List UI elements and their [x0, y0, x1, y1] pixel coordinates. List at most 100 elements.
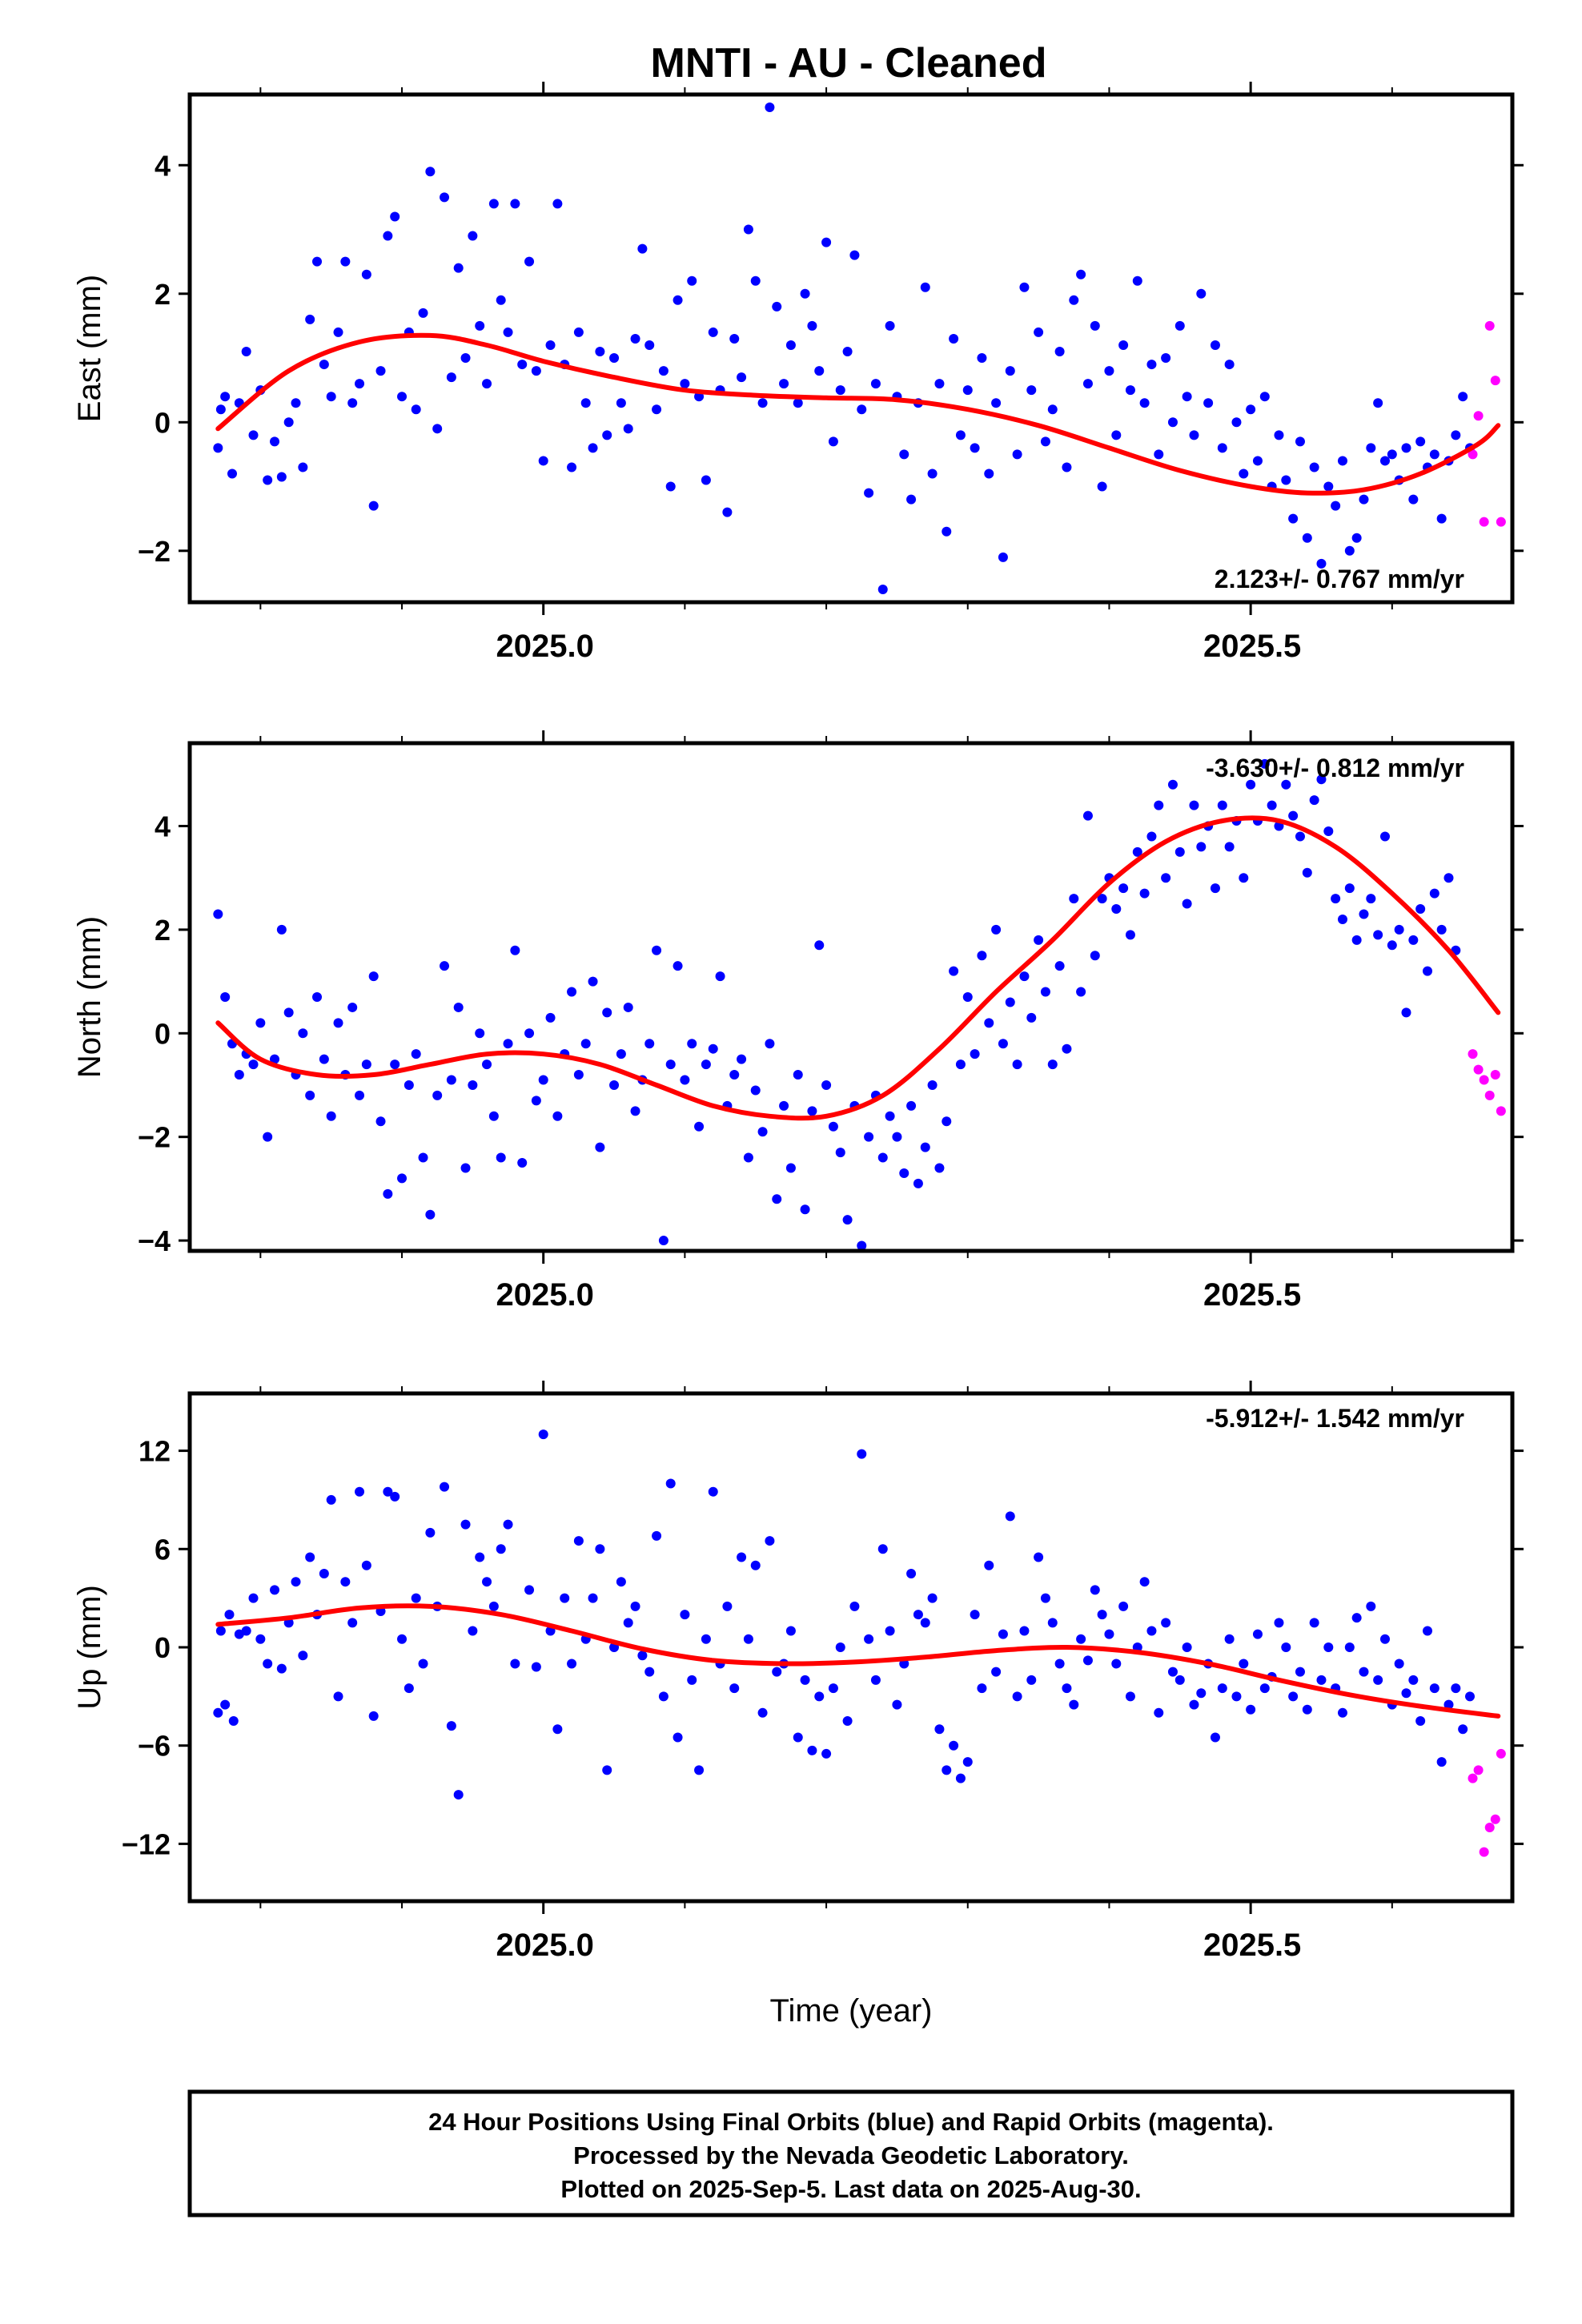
up-final-point	[1189, 1699, 1199, 1710]
up-final-point	[361, 1560, 371, 1570]
north-final-point	[453, 1002, 464, 1012]
north-final-point	[644, 1039, 655, 1049]
up-final-point	[215, 1626, 226, 1636]
up-final-point	[934, 1724, 945, 1735]
east-final-point	[609, 353, 620, 364]
east-final-point	[475, 320, 485, 331]
up-final-point	[701, 1634, 711, 1644]
up-rate-label: -5.912+/- 1.542 mm/yr	[1206, 1404, 1464, 1433]
east-ytick-label: −2	[138, 535, 171, 568]
up-final-point	[340, 1577, 351, 1587]
east-final-point	[857, 404, 867, 415]
east-xtick-label: 2025.5	[1203, 629, 1301, 664]
east-final-point	[1189, 430, 1199, 440]
east-final-point	[552, 199, 563, 209]
up-final-point	[524, 1585, 535, 1595]
up-final-point	[743, 1634, 753, 1644]
east-final-point	[1012, 449, 1022, 460]
up-final-point	[440, 1482, 450, 1492]
north-rapid-point	[1468, 1049, 1478, 1059]
up-final-point	[241, 1626, 251, 1636]
north-final-point	[984, 1018, 994, 1028]
east-final-point	[355, 379, 365, 389]
east-final-point	[1154, 449, 1164, 460]
north-final-point	[1082, 810, 1093, 821]
north-final-point	[375, 1116, 386, 1127]
north-final-point	[588, 976, 598, 987]
north-final-point	[680, 1075, 690, 1085]
east-final-point	[1458, 392, 1468, 402]
north-final-point	[743, 1152, 753, 1163]
north-final-point	[630, 1106, 640, 1116]
east-final-point	[1246, 404, 1256, 415]
up-final-point	[1295, 1667, 1305, 1677]
up-final-point	[885, 1626, 895, 1636]
up-final-point	[255, 1634, 266, 1644]
north-final-point	[355, 1090, 365, 1100]
north-final-point	[326, 1111, 336, 1121]
up-final-point	[1161, 1618, 1171, 1628]
up-final-point	[347, 1618, 358, 1628]
east-final-point	[1401, 443, 1411, 453]
east-final-point	[1274, 430, 1284, 440]
east-final-point	[1069, 295, 1079, 305]
up-final-point	[475, 1552, 485, 1562]
north-final-point	[1331, 894, 1341, 904]
east-final-point	[326, 392, 336, 402]
up-final-point	[1125, 1691, 1135, 1702]
north-final-point	[1394, 924, 1404, 935]
north-final-point	[390, 1059, 400, 1070]
north-final-point	[602, 1007, 612, 1018]
east-final-point	[215, 404, 226, 415]
up-final-point	[390, 1491, 400, 1502]
north-final-point	[1337, 914, 1347, 924]
footer-line-3: Plotted on 2025-Sep-5. Last data on 2025…	[560, 2175, 1141, 2203]
north-final-point	[404, 1080, 414, 1090]
east-rate-label: 2.123+/- 0.767 mm/yr	[1215, 565, 1464, 593]
north-final-point	[305, 1090, 315, 1100]
up-final-point	[750, 1560, 761, 1570]
up-final-point	[977, 1683, 987, 1694]
up-final-point	[1118, 1601, 1129, 1611]
up-final-point	[411, 1593, 421, 1603]
up-final-point	[418, 1659, 428, 1669]
north-final-point	[1246, 779, 1256, 790]
east-final-point	[1139, 398, 1150, 408]
up-final-point	[1458, 1724, 1468, 1735]
up-final-point	[291, 1577, 301, 1587]
up-final-point	[1309, 1618, 1319, 1628]
east-final-point	[347, 398, 358, 408]
east-final-point	[340, 256, 351, 267]
north-final-point	[347, 1002, 358, 1012]
up-final-point	[263, 1659, 273, 1669]
east-final-point	[1281, 475, 1291, 485]
up-final-point	[383, 1486, 393, 1497]
east-final-point	[1026, 385, 1037, 396]
east-final-point	[1302, 533, 1312, 543]
east-final-point	[361, 269, 371, 279]
east-final-point	[743, 224, 753, 235]
north-final-point	[573, 1070, 584, 1080]
north-ytick-label: 4	[155, 810, 171, 843]
east-final-point	[970, 443, 980, 453]
up-ytick-label: −6	[138, 1730, 171, 1763]
east-final-point	[213, 443, 223, 453]
north-final-point	[1047, 1059, 1058, 1070]
east-final-point	[1196, 288, 1207, 299]
east-final-point	[637, 243, 648, 254]
up-final-point	[538, 1429, 548, 1440]
up-final-point	[552, 1724, 563, 1735]
north-final-point	[538, 1075, 548, 1085]
east-final-point	[991, 398, 1002, 408]
up-final-point	[1443, 1699, 1454, 1710]
up-final-point	[1182, 1642, 1192, 1652]
east-xtick-label: 2025.0	[496, 629, 594, 664]
up-final-point	[1351, 1613, 1362, 1623]
north-final-point	[1054, 961, 1065, 971]
east-final-point	[1451, 430, 1461, 440]
north-final-point	[517, 1158, 528, 1168]
up-final-point	[602, 1765, 612, 1775]
east-final-point	[708, 327, 718, 337]
north-final-point	[821, 1080, 832, 1090]
